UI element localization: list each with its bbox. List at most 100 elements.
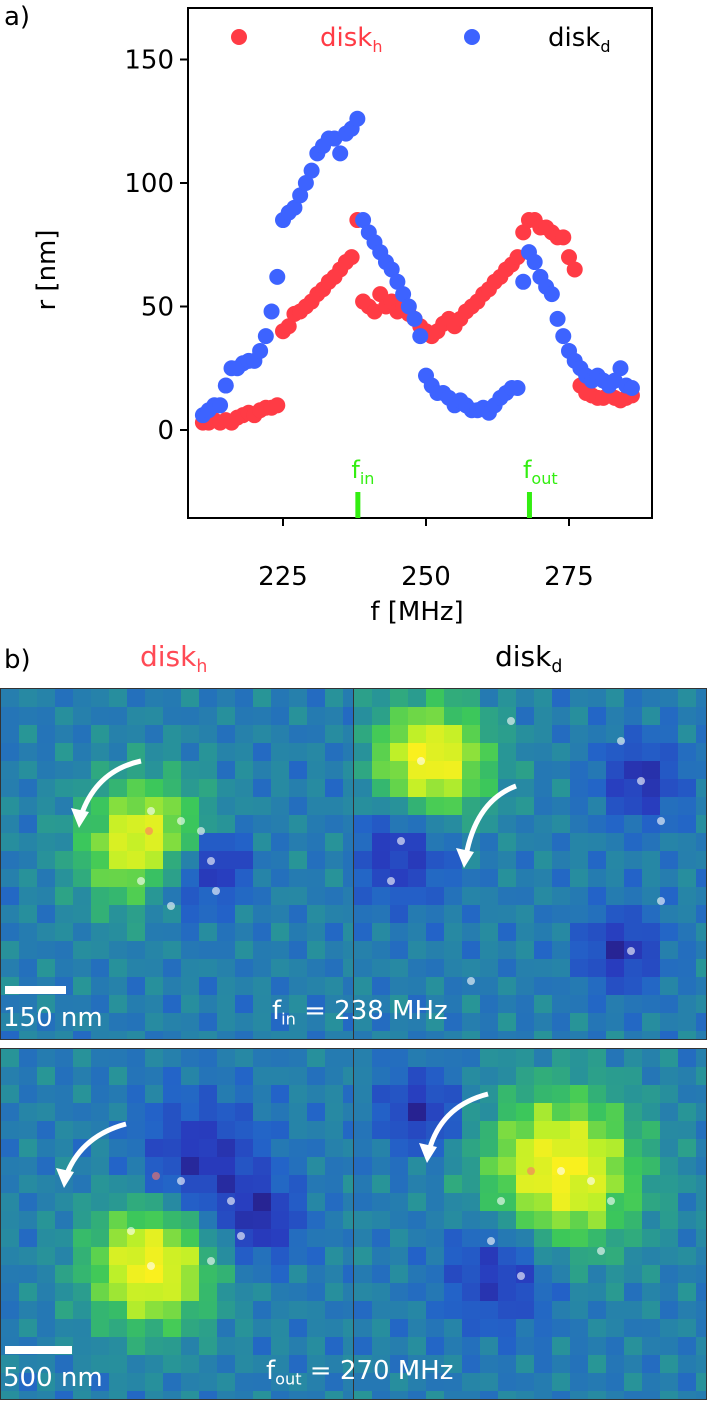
heatmap-pixel <box>426 725 444 743</box>
heatmap-pixel <box>145 1373 163 1391</box>
heatmap-pixel <box>642 833 660 851</box>
heatmap-pixel <box>390 1355 408 1373</box>
heatmap-pixel <box>217 1373 235 1391</box>
heatmap-pixel <box>660 1229 678 1247</box>
heatmap-pixel <box>390 1265 408 1283</box>
heatmap-pixel <box>1 1319 19 1337</box>
heatmap-pixel <box>552 977 570 995</box>
heatmap-pixel <box>73 833 91 851</box>
heatmap-pixel <box>19 923 37 941</box>
heatmap-pixel <box>426 959 444 977</box>
heatmap-pixel <box>37 815 55 833</box>
heatmap-pixel <box>19 1319 37 1337</box>
heatmap-pixel <box>19 1229 37 1247</box>
heatmap-pixel <box>606 1103 624 1121</box>
trajectory-dot <box>587 1177 595 1185</box>
heatmap-pixel <box>588 1319 606 1337</box>
heatmap-pixel <box>516 941 534 959</box>
heatmap-pixel <box>55 887 73 905</box>
heatmap-pixel <box>199 923 217 941</box>
heatmap-pixel <box>696 1247 706 1265</box>
heatmap-pixel <box>235 1175 253 1193</box>
heatmap-pixel <box>444 743 462 761</box>
heatmap-pixel <box>534 707 552 725</box>
heatmap-pixel <box>91 1103 109 1121</box>
heatmap-pixel <box>516 995 534 1013</box>
heatmap-pixel <box>91 1085 109 1103</box>
heatmap-pixel <box>127 707 145 725</box>
heatmap-pixel <box>534 1373 552 1391</box>
heatmap-pixel <box>181 1247 199 1265</box>
heatmap-pixel <box>19 1139 37 1157</box>
heatmap-pixel <box>235 1391 253 1399</box>
heatmap-pixel <box>534 833 552 851</box>
heatmap-pixel <box>660 1283 678 1301</box>
heatmap-pixel <box>660 1319 678 1337</box>
heatmap-pixel <box>199 761 217 779</box>
heatmap-pixel <box>19 761 37 779</box>
heatmap-pixel <box>343 725 353 743</box>
heatmap-pixel <box>426 941 444 959</box>
heatmap-pixel <box>354 833 372 851</box>
heatmap-pixel <box>19 1067 37 1085</box>
heatmap-pixel <box>1 905 19 923</box>
heatmap-pixel <box>390 1049 408 1067</box>
heatmap-pixel <box>253 743 271 761</box>
heatmap-pixel <box>588 797 606 815</box>
heatmap-pixel <box>163 905 181 923</box>
heatmap-pixel <box>217 851 235 869</box>
heatmap-pixel <box>1 923 19 941</box>
data-point-disk-d <box>252 342 269 359</box>
heatmap-pixel <box>343 1085 353 1103</box>
heatmap-pixel <box>127 1031 145 1039</box>
heatmap-pixel <box>570 1373 588 1391</box>
heatmap-pixel <box>516 1373 534 1391</box>
heatmap-pixel <box>426 1391 444 1399</box>
heatmap-pixel <box>516 1139 534 1157</box>
heatmap-pixel <box>480 869 498 887</box>
heatmap-pixel <box>253 1211 271 1229</box>
heatmap-pixel <box>181 923 199 941</box>
heatmap-pixel <box>480 851 498 869</box>
heatmap-pixel <box>253 1067 271 1085</box>
heatmap-pixel <box>19 707 37 725</box>
heatmap-pixel <box>343 1013 353 1031</box>
heatmap-pixel <box>552 941 570 959</box>
heatmap-pixel <box>642 959 660 977</box>
heatmap-pixel <box>163 1085 181 1103</box>
heatmap-pixel <box>271 1301 289 1319</box>
heatmap-pixel <box>127 1103 145 1121</box>
heatmap-pixel <box>109 1013 127 1031</box>
heatmap-pixel <box>163 1139 181 1157</box>
heatmap-pixel <box>19 1391 37 1399</box>
heatmap-pixel <box>606 1247 624 1265</box>
heatmap-pixel <box>37 1391 55 1399</box>
heatmap-pixel <box>606 1013 624 1031</box>
heatmap-pixel <box>444 1211 462 1229</box>
heatmap-pixel <box>271 1139 289 1157</box>
heatmap-pixel <box>19 869 37 887</box>
heatmap-pixel <box>588 995 606 1013</box>
heatmap-pixel <box>307 797 325 815</box>
heatmap-pixel <box>181 887 199 905</box>
heatmap-pixel <box>271 1319 289 1337</box>
heatmap-pixel <box>91 833 109 851</box>
heatmap-pixel <box>696 779 706 797</box>
heatmap-pixel <box>181 1049 199 1067</box>
heatmap-pixel <box>552 1265 570 1283</box>
heatmap-pixel <box>145 1193 163 1211</box>
heatmap-pixel <box>462 743 480 761</box>
heatmap-pixel <box>372 977 390 995</box>
heatmap-pixel <box>127 1121 145 1139</box>
heatmap-pixel <box>390 1193 408 1211</box>
heatmap-pixel <box>426 887 444 905</box>
heatmap-pixel <box>163 1283 181 1301</box>
heatmap-pixel <box>696 761 706 779</box>
heatmap-pixel <box>426 1355 444 1373</box>
heatmap-pixel <box>163 977 181 995</box>
heatmap-pixel <box>408 1049 426 1067</box>
heatmap-pixel <box>678 923 696 941</box>
heatmap-pixel <box>37 887 55 905</box>
heatmap-pixel <box>444 1067 462 1085</box>
heatmap-pixel <box>678 1157 696 1175</box>
